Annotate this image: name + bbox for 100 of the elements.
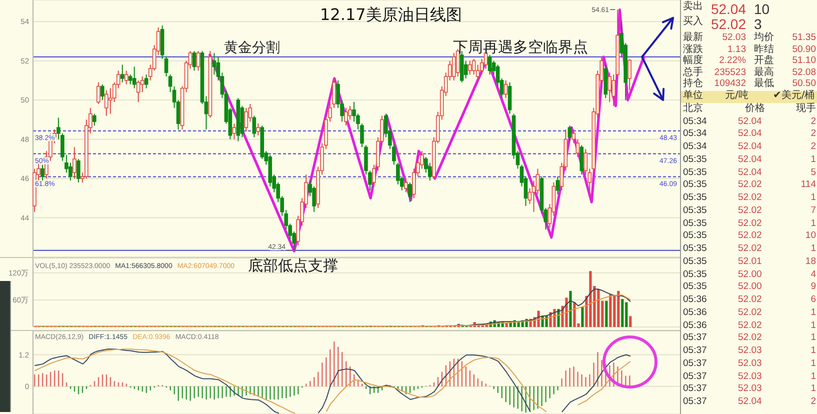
text: 52.02	[738, 243, 762, 254]
text: 05:35	[683, 256, 707, 268]
text: 52.03	[722, 32, 746, 44]
text: 05:35	[683, 281, 707, 293]
text: 最高	[754, 66, 774, 78]
text: 50.90	[792, 44, 816, 55]
text: 52.02	[710, 16, 746, 33]
text: 05:34	[683, 116, 707, 127]
text: 价格	[745, 103, 765, 115]
text: 05:36	[683, 320, 707, 331]
text: 52.03	[738, 345, 762, 356]
text: 05:35	[683, 204, 707, 216]
text: 最新	[683, 32, 703, 44]
text: ✔美元/桶	[773, 90, 815, 102]
text: 1.13	[728, 44, 746, 55]
text: 1	[810, 218, 816, 229]
text: 52.02	[738, 192, 762, 204]
text: 52.04	[738, 116, 762, 127]
text: 52.08	[792, 66, 816, 78]
text: 6	[810, 294, 816, 306]
text: 52.04	[738, 154, 762, 166]
text: 2	[810, 396, 816, 408]
text: 50.50	[792, 78, 816, 90]
text: 05:36	[683, 306, 707, 318]
text: 05:34	[683, 128, 707, 140]
text: 51.35	[792, 32, 816, 44]
text: 05:37	[683, 332, 707, 344]
text: 52.02	[738, 218, 762, 229]
text: 单位	[683, 90, 703, 102]
text: 总手	[683, 66, 703, 78]
text: 05:36	[683, 294, 707, 306]
text: 114	[800, 179, 816, 191]
text: 1	[810, 243, 816, 254]
text: 1	[810, 192, 816, 204]
text: 10	[805, 230, 816, 242]
text: 52.02	[738, 204, 762, 216]
text: 52.02	[738, 332, 762, 344]
text: 2	[810, 128, 816, 140]
text: 52.04	[710, 1, 746, 18]
text: 52.02	[738, 306, 762, 318]
text: 05:35	[683, 243, 707, 254]
text: 2	[810, 116, 816, 127]
text: 52.02	[738, 230, 762, 242]
chart-title: 12.17美原油日线图	[320, 5, 462, 24]
ref-line-label: 下周再遇多空临界点	[453, 38, 588, 56]
text: 05:37	[683, 345, 707, 356]
text: 52.02	[738, 294, 762, 306]
text: 52.03	[738, 358, 762, 370]
text: 幅度	[683, 55, 703, 66]
text: 52.00	[738, 268, 762, 280]
text: 现手	[796, 103, 816, 115]
text: 2	[810, 141, 816, 152]
text: 05:35	[683, 268, 707, 280]
text: 1	[810, 154, 816, 166]
text: 卖出	[683, 1, 703, 13]
text: 52.04	[738, 166, 762, 178]
text: 2.22%	[719, 55, 746, 66]
text: 1	[810, 306, 816, 318]
text: 1	[810, 320, 816, 331]
text: 52.02	[738, 179, 762, 191]
text: 52.01	[738, 256, 762, 268]
text: 3	[754, 16, 762, 32]
text: 52.03	[738, 370, 762, 382]
text: 52.03	[738, 383, 762, 395]
text: 持仓	[683, 78, 703, 90]
text: 52.00	[738, 281, 762, 293]
text: 最低	[754, 78, 774, 90]
text: 5	[810, 166, 816, 178]
text: 1	[810, 345, 816, 356]
text: 开盘	[754, 55, 774, 66]
text: 1	[810, 358, 816, 370]
text: 05:37	[683, 358, 707, 370]
text: 52.04	[738, 396, 762, 408]
text: 均价	[754, 32, 774, 44]
text: 51.10	[792, 55, 816, 66]
text: 元/吨	[725, 90, 748, 102]
text: 05:35	[683, 192, 707, 204]
text: 1	[810, 383, 816, 395]
text: 买入	[683, 16, 703, 28]
text: 05:34	[683, 141, 707, 152]
text: 05:37	[683, 370, 707, 382]
text: 10	[754, 1, 770, 18]
text: 05:35	[683, 230, 707, 242]
text: 235523	[714, 66, 746, 78]
text: 05:35	[683, 218, 707, 229]
text: 05:37	[683, 396, 707, 408]
text: 05:35	[683, 179, 707, 191]
text: 7	[810, 204, 816, 216]
text: 北京	[683, 103, 703, 115]
text: 52.02	[738, 320, 762, 331]
text: 1	[810, 332, 816, 344]
text: 52.04	[738, 128, 762, 140]
text: 05:35	[683, 154, 707, 166]
annotation: 黄金分割	[224, 40, 280, 56]
text: 18	[805, 256, 816, 268]
text: 昨结	[754, 44, 774, 55]
text: 52.04	[738, 141, 762, 152]
text: 05:35	[683, 166, 707, 178]
text: 109432	[714, 78, 746, 90]
text: 05:37	[683, 383, 707, 395]
